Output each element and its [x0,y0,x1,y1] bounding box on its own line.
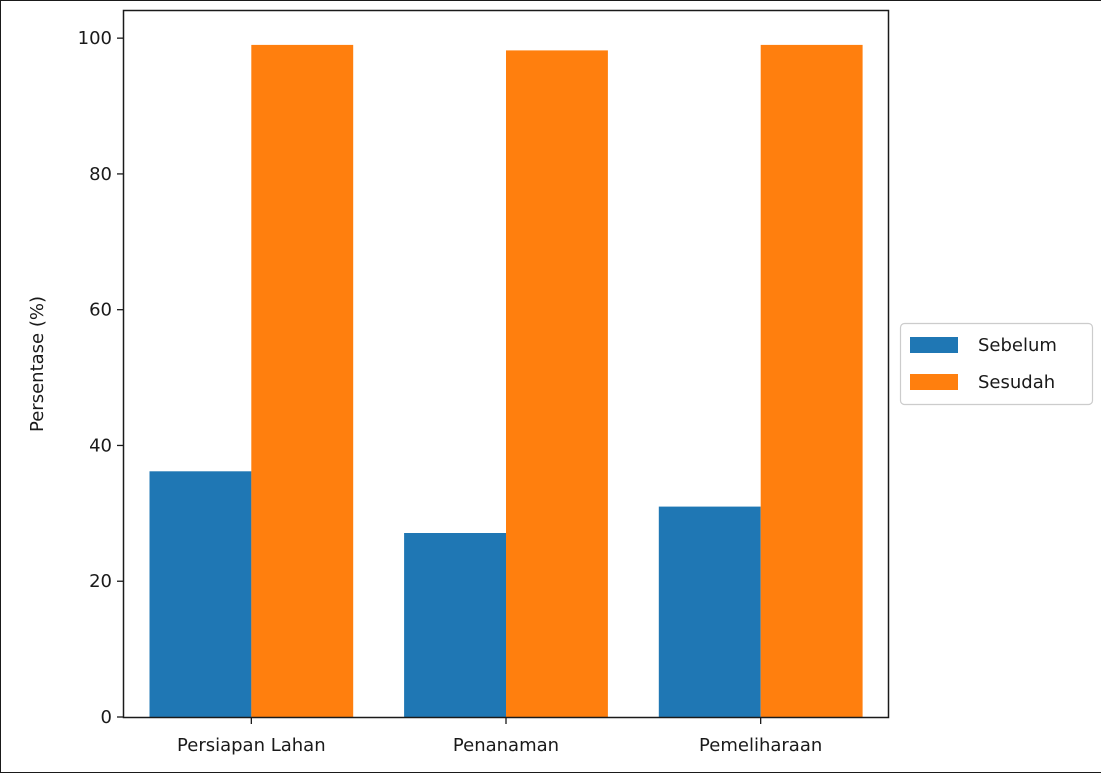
legend-label-sesudah: Sesudah [978,372,1055,393]
bar-sebelum-1 [149,471,252,717]
bar-sesudah-3 [760,44,863,717]
legend: Sebelum Sesudah [899,322,1094,406]
x-tick-label: Pemeliharaan [699,735,822,756]
y-tick-label: 100 [78,28,112,49]
x-tick-label: Penanaman [453,735,559,756]
legend-swatch-sebelum [910,337,958,353]
bars-layer [149,44,863,717]
legend-swatch-sesudah [910,374,958,390]
x-tick-label: Persiapan Lahan [177,735,326,756]
bar-sebelum-3 [658,506,761,717]
x-ticks: Persiapan Lahan Penanaman Pemeliharaan [177,717,822,756]
bar-sesudah-1 [251,44,354,717]
y-tick-label: 40 [89,435,112,456]
bar-sebelum-2 [404,533,506,717]
y-tick-label: 80 [89,164,112,185]
bar-sesudah-2 [506,50,608,717]
y-axis-title: Persentase (%) [27,296,48,432]
y-tick-label: 60 [89,300,112,321]
y-ticks: 0 20 40 60 80 100 [78,28,124,728]
y-tick-label: 0 [101,707,112,728]
legend-label-sebelum: Sebelum [978,335,1057,356]
y-tick-label: 20 [89,571,112,592]
